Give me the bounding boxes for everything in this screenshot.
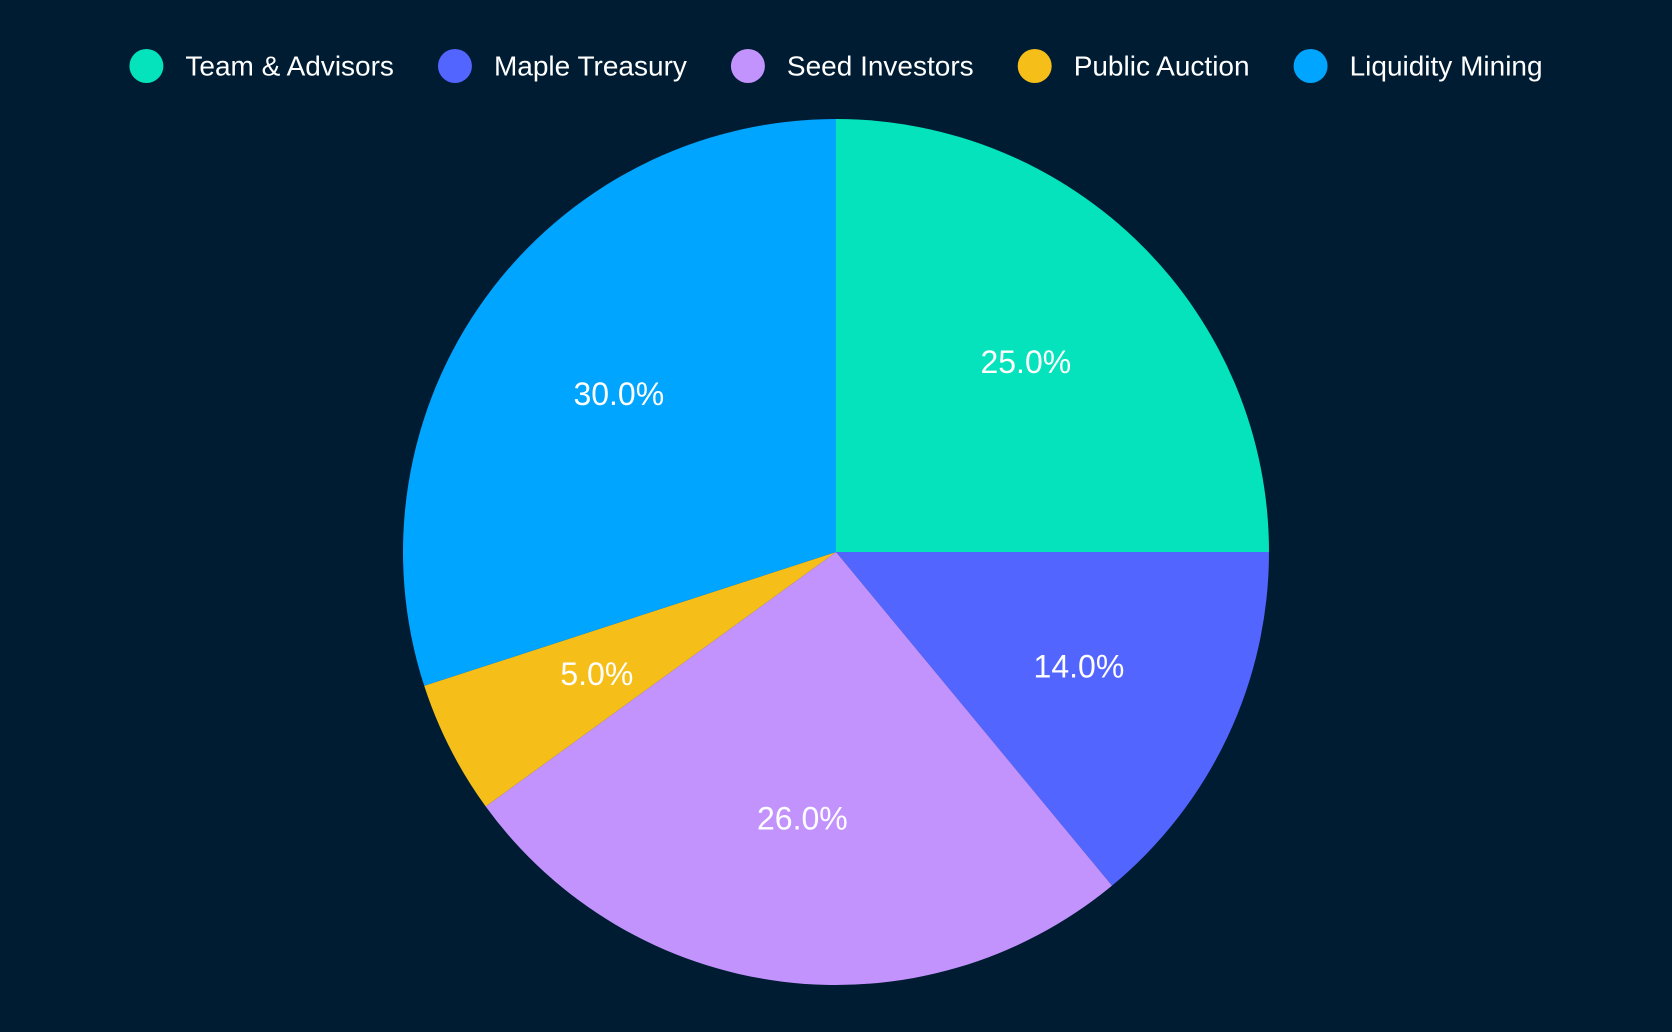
pie-slice-seed-investors[interactable] xyxy=(485,552,1113,986)
pie-slice-team-and-advisors[interactable] xyxy=(836,119,1269,552)
legend-label-maple-treasury: Maple Treasury xyxy=(494,51,687,82)
slice-label-public-auction: 5.0% xyxy=(560,656,633,692)
pie-slice-liquidity-mining[interactable] xyxy=(402,119,836,686)
legend-label-seed-investors: Seed Investors xyxy=(787,51,974,82)
legend-swatch-maple-treasury xyxy=(437,49,472,83)
pie-slices xyxy=(402,119,1269,986)
legend-item-maple-treasury[interactable]: Maple Treasury xyxy=(437,49,687,83)
legend-swatch-public-auction xyxy=(1017,49,1052,83)
legend-item-liquidity-mining[interactable]: Liquidity Mining xyxy=(1293,49,1543,83)
legend-swatch-seed-investors xyxy=(730,49,765,83)
chart-legend: Team & Advisors Maple Treasury Seed Invest… xyxy=(129,49,1543,83)
legend-item-team-and-advisors[interactable]: Team & Advisors xyxy=(129,49,394,83)
legend-swatch-liquidity-mining xyxy=(1293,49,1328,83)
pie-slice-maple-treasury[interactable] xyxy=(836,552,1269,886)
legend-label-team-and-advisors: Team & Advisors xyxy=(185,51,394,82)
slice-labels: 25.0% 14.0% 26.0% 5.0% 30.0% xyxy=(560,344,1124,836)
legend-item-seed-investors[interactable]: Seed Investors xyxy=(730,49,974,83)
slice-label-liquidity-mining: 30.0% xyxy=(573,376,664,412)
legend-label-public-auction: Public Auction xyxy=(1074,51,1250,82)
slice-label-team-and-advisors: 25.0% xyxy=(980,344,1071,380)
pie-slice-public-auction[interactable] xyxy=(424,552,836,807)
legend-label-liquidity-mining: Liquidity Mining xyxy=(1350,51,1543,82)
legend-item-public-auction[interactable]: Public Auction xyxy=(1017,49,1250,83)
slice-label-seed-investors: 26.0% xyxy=(757,800,848,836)
legend-swatch-team-and-advisors xyxy=(129,49,164,83)
slice-label-maple-treasury: 14.0% xyxy=(1034,648,1125,684)
